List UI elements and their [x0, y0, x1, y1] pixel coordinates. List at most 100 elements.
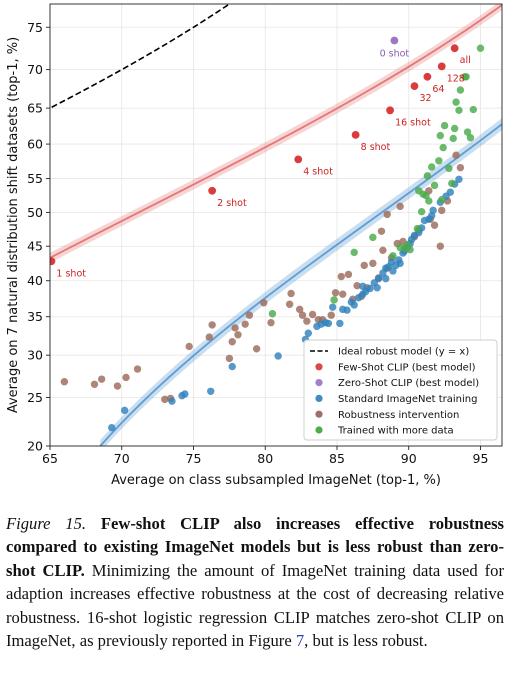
y-axis-label: Average on 7 natural distribution shift …: [6, 37, 21, 413]
more-data-point: [369, 233, 377, 242]
more-data-point: [430, 181, 439, 190]
robustness-intervention-point: [396, 202, 404, 211]
robustness-intervention-point: [379, 246, 387, 255]
more-data-point: [466, 134, 475, 142]
more-data-point: [438, 195, 446, 204]
y-tick-label: 40: [27, 273, 43, 288]
more-data-point: [436, 131, 444, 140]
robustness-intervention-point: [185, 342, 193, 351]
ideal-robust-line: [50, 4, 231, 109]
legend-entry-label: Standard ImageNet training: [338, 394, 477, 405]
data-points-layer: [50, 36, 485, 432]
more-data-point: [435, 157, 443, 165]
robustness-intervention-point: [245, 311, 254, 319]
robustness-intervention-point: [260, 299, 268, 307]
more-data-point: [462, 73, 470, 81]
standard-imagenet-point: [389, 267, 397, 275]
robustness-intervention-point: [205, 333, 213, 341]
robustness-intervention-point: [360, 261, 368, 270]
few-shot-fit-band: [50, 4, 502, 263]
few-shot-fit-line: [50, 4, 502, 259]
y-tick-label: 45: [27, 239, 43, 254]
robustness-intervention-point: [452, 151, 460, 159]
robustness-intervention-point: [430, 221, 439, 229]
few-shot-point-label: 64: [432, 84, 444, 95]
more-data-point: [427, 163, 436, 171]
standard-imagenet-point: [396, 259, 404, 268]
standard-imagenet-point: [324, 319, 333, 328]
robustness-intervention-point: [295, 305, 304, 314]
robustness-intervention-point: [327, 311, 335, 319]
robustness-intervention-point: [383, 210, 391, 219]
robustness-intervention-point: [308, 310, 317, 319]
robustness-intervention-point: [353, 281, 361, 290]
more-data-point: [439, 143, 447, 152]
y-tick-label: 70: [27, 62, 43, 77]
more-data-point: [425, 197, 433, 205]
standard-imagenet-point: [374, 274, 383, 283]
more-data-point: [448, 179, 456, 188]
fit-bands-layer: [50, 4, 502, 446]
robustness-intervention-point: [252, 345, 261, 353]
x-axis-label: Average on class subsampled ImageNet (to…: [111, 473, 441, 488]
y-tick-label: 55: [27, 171, 43, 186]
caption-bold-text: Few-shot CLIP also increases effective r…: [6, 514, 505, 580]
standard-imagenet-point: [120, 406, 129, 415]
figure-reference-link[interactable]: 7: [295, 631, 305, 651]
legend-entry-label: Few-Shot CLIP (best model): [338, 362, 476, 373]
legend-point-swatch: [315, 410, 323, 418]
more-data-point: [415, 187, 423, 195]
legend-point-swatch: [315, 363, 323, 371]
robustness-intervention-point: [337, 272, 345, 281]
caption-end-text: , but is less robust.: [304, 631, 428, 651]
legend-point-swatch: [315, 379, 323, 387]
x-tick-label: 65: [42, 451, 58, 466]
more-data-point: [445, 164, 453, 173]
figure-label: Figure 15.: [6, 514, 87, 533]
y-tick-label: 60: [27, 137, 43, 152]
standard-imagenet-point: [274, 352, 282, 360]
more-data-point: [455, 106, 463, 115]
more-data-point: [406, 245, 414, 254]
robustness-intervention-point: [133, 365, 142, 373]
robustness-intervention-point: [234, 331, 242, 339]
standard-imagenet-point: [446, 188, 455, 196]
robustness-intervention-point: [228, 338, 236, 346]
more-data-point: [417, 208, 426, 216]
legend-entry-label: Ideal robust model (y = x): [338, 347, 469, 358]
robustness-intervention-point: [267, 318, 275, 327]
robustness-intervention-point: [60, 378, 69, 386]
x-tick-label: 90: [401, 451, 417, 466]
y-tick-label: 65: [27, 101, 43, 116]
y-tick-label: 30: [27, 348, 43, 363]
standard-imagenet-point: [304, 329, 312, 337]
y-tick-label: 50: [27, 205, 43, 220]
standard-imagenet-point: [359, 282, 367, 291]
more-data-point: [476, 44, 485, 52]
y-tick-label: 35: [27, 309, 43, 324]
x-tick-label: 85: [329, 451, 345, 466]
robustness-intervention-point: [122, 373, 130, 382]
standard-imagenet-point: [336, 319, 344, 328]
few-shot-point: [386, 106, 394, 115]
robustness-intervention-point: [97, 375, 106, 383]
few-shot-point: [50, 257, 56, 266]
robustness-intervention-point: [208, 321, 216, 329]
zero-shot-point: [390, 36, 399, 45]
robustness-intervention-point: [369, 259, 377, 268]
standard-imagenet-point: [343, 306, 351, 314]
legend-point-swatch: [315, 394, 323, 402]
few-shot-point-label: all: [460, 55, 471, 66]
y-tick-label: 25: [27, 390, 43, 405]
more-data-point: [440, 121, 449, 130]
robustness-intervention-point: [438, 206, 446, 215]
few-shot-point-label: 1 shot: [56, 268, 86, 279]
standard-imagenet-point: [328, 303, 337, 311]
standard-imagenet-point: [455, 175, 463, 183]
legend-entry-label: Trained with more data: [337, 426, 454, 437]
axis-ticks: 65 70 75 80 85 90 95 20 25 30 35 40 45 50 55 60 65 70 75: [27, 20, 488, 466]
robustness-intervention-point: [113, 382, 122, 390]
standard-imagenet-point: [207, 387, 215, 395]
